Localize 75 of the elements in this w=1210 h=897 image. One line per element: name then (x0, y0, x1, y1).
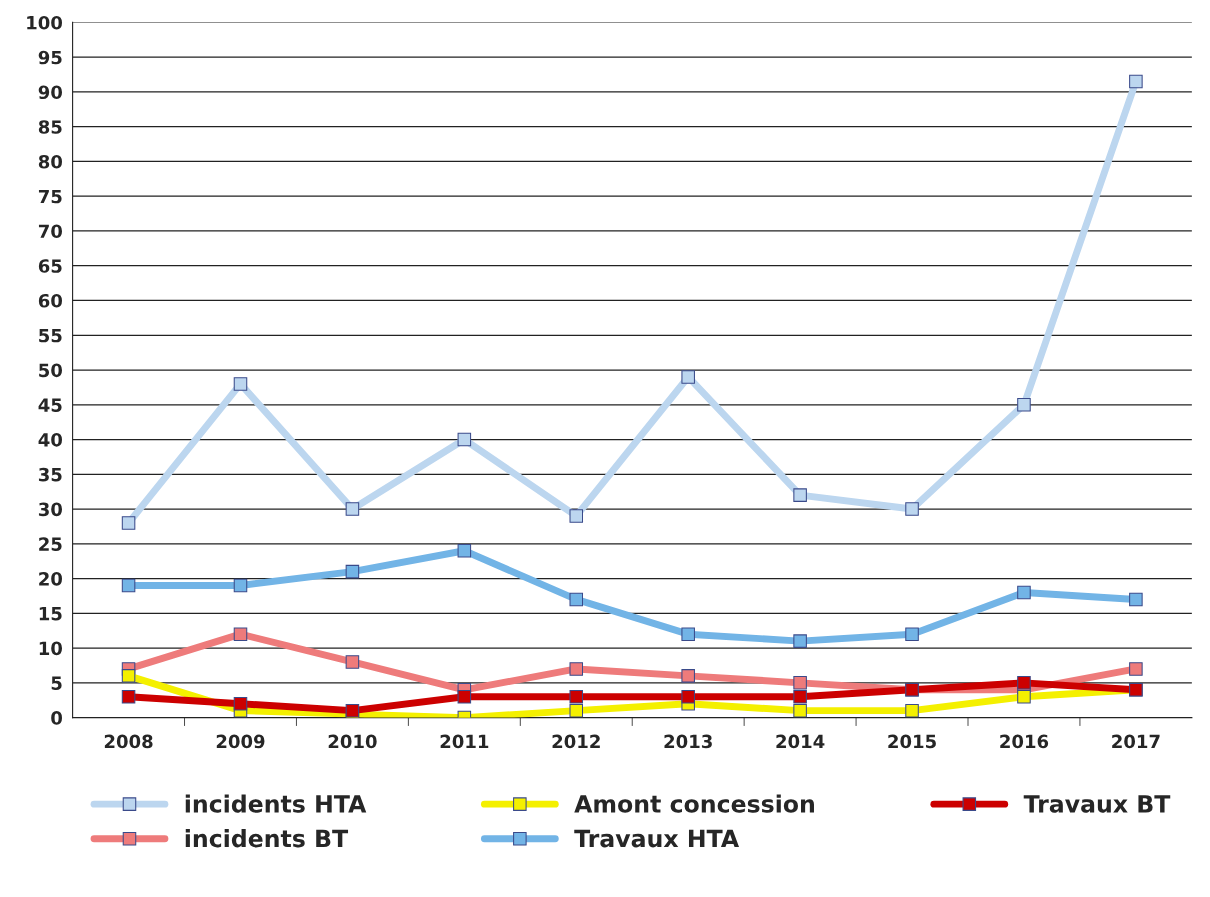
y-tick-label: 75 (38, 189, 62, 204)
point (793, 676, 807, 690)
point (905, 502, 919, 516)
point (1017, 676, 1031, 690)
point (121, 669, 136, 683)
y-tick-label: 10 (39, 641, 63, 656)
point (457, 689, 472, 704)
point (345, 502, 360, 516)
point (121, 578, 136, 593)
legend-label: incidents BT (185, 829, 349, 848)
point (1129, 74, 1143, 89)
point (569, 689, 584, 704)
point (569, 592, 584, 607)
y-tick-label: 45 (38, 398, 62, 412)
point (233, 627, 248, 641)
point (905, 627, 919, 641)
point (793, 689, 807, 704)
x-tick-label: 2016 (1000, 734, 1049, 749)
legend-label: Travaux BT (1023, 795, 1171, 813)
x-tick-label: 2015 (888, 734, 936, 749)
y-tick-label: 40 (38, 432, 63, 447)
y-tick-label: 15 (39, 607, 62, 621)
point (569, 509, 584, 523)
point (681, 669, 695, 683)
x-tick-label: 2012 (552, 734, 600, 749)
y-tick-label: 80 (38, 154, 63, 169)
x-tick-label: 2014 (776, 734, 825, 749)
legend-label: Amont concession (574, 794, 814, 813)
y-tick-label: 60 (38, 293, 63, 308)
point (1017, 689, 1031, 704)
y-tick-label: 90 (38, 85, 63, 100)
point (569, 703, 584, 718)
x-tick-label: 2011 (440, 734, 489, 749)
point (345, 564, 360, 579)
point (233, 377, 248, 391)
y-tick-label: 85 (38, 120, 62, 134)
y-tick-label: 20 (39, 572, 63, 586)
point (345, 703, 360, 718)
point (457, 432, 472, 447)
x-tick-label: 2013 (664, 734, 712, 749)
y-tick-label: 65 (38, 259, 62, 273)
x-tick-label: 2017 (1112, 734, 1160, 749)
point (569, 662, 584, 676)
point (793, 703, 807, 718)
y-tick-label: 35 (38, 467, 62, 482)
point (457, 543, 472, 558)
point (121, 516, 136, 530)
point (681, 627, 695, 641)
y-tick-label: 55 (39, 328, 62, 343)
y-tick-label: 50 (39, 363, 63, 378)
point (233, 696, 248, 711)
point (1017, 585, 1031, 600)
legend-label: incidents HTA (185, 794, 367, 813)
x-tick-label: 2008 (104, 734, 153, 749)
y-tick-label: 5 (51, 676, 62, 690)
point (345, 655, 360, 669)
point (1129, 662, 1143, 676)
point (1129, 592, 1143, 607)
y-tick-label: 95 (38, 50, 62, 65)
point (905, 703, 919, 718)
point (793, 488, 807, 502)
point (233, 578, 248, 593)
x-tick-label: 2009 (216, 734, 265, 749)
point (681, 370, 695, 384)
point (681, 689, 695, 704)
y-tick-label: 100 (27, 15, 63, 30)
point (793, 634, 807, 648)
y-tick-label: 0 (51, 711, 63, 725)
x-tick-label: 2010 (328, 734, 377, 749)
point (1017, 398, 1031, 412)
y-tick-label: 25 (39, 537, 62, 551)
point (121, 689, 136, 704)
legend-label: Travaux HTA (574, 829, 740, 848)
y-tick-label: 70 (38, 224, 63, 239)
y-tick-label: 30 (38, 502, 63, 517)
